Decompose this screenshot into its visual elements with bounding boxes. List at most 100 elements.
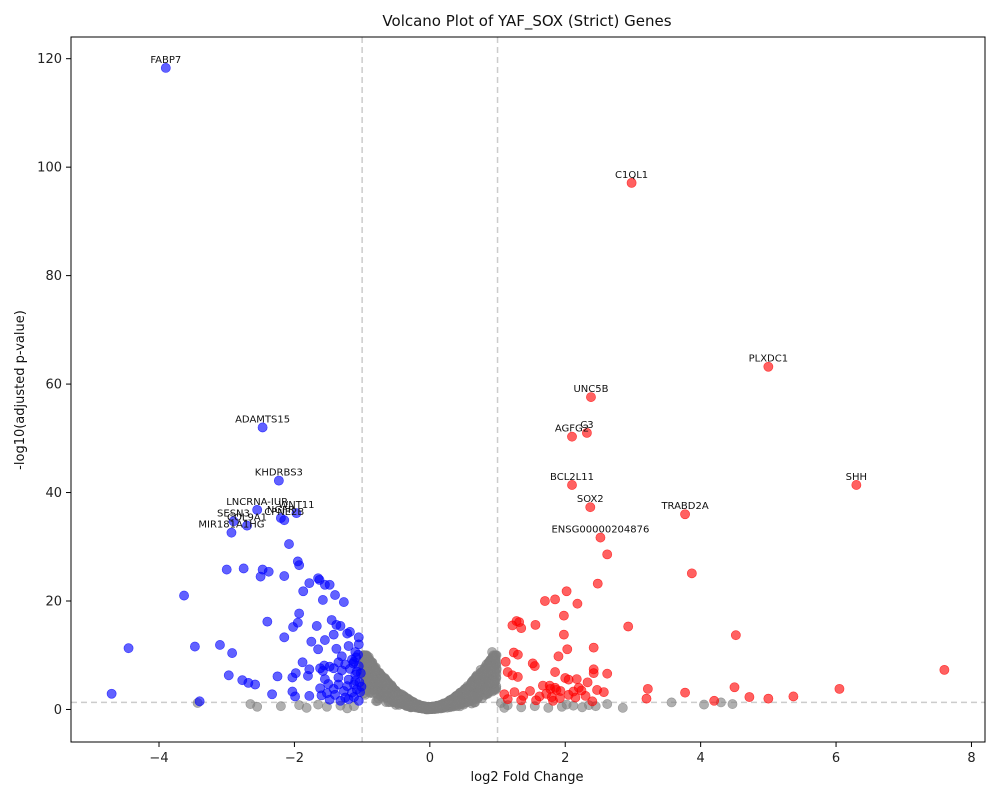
up-point — [507, 620, 518, 631]
up-point — [571, 674, 582, 684]
gene-label: PLXDC1 — [749, 354, 789, 365]
x-axis-label: log2 Fold Change — [471, 770, 584, 785]
gene-label: SOX2 — [577, 494, 604, 505]
labeled-gene-point — [585, 502, 596, 513]
down-point — [330, 590, 340, 600]
up-point — [709, 695, 720, 706]
down-point — [255, 571, 266, 582]
gene-label: WNT11 — [278, 500, 314, 511]
down-point — [304, 578, 315, 589]
ns-point — [465, 680, 476, 691]
labeled-gene-point — [242, 520, 252, 531]
down-point — [223, 670, 234, 681]
ns-point — [666, 697, 677, 708]
down-point — [331, 643, 342, 654]
x-tick-label: 8 — [967, 751, 975, 766]
labeled-gene-point — [763, 361, 774, 372]
up-point — [540, 596, 550, 606]
x-tick-label: 2 — [561, 751, 569, 766]
down-point — [338, 597, 349, 607]
labeled-gene-point — [160, 63, 171, 73]
gene-label: COL9A1 — [227, 513, 267, 524]
chart-title: Volcano Plot of YAF_SOX (Strict) Genes — [382, 12, 671, 31]
ns-point — [487, 647, 498, 657]
down-point — [314, 574, 325, 585]
down-point — [306, 636, 317, 647]
up-point — [529, 661, 540, 671]
gene-label: MIR181A1HG — [198, 520, 264, 531]
gene-label: TRABD2A — [660, 501, 708, 512]
labeled-gene-point — [226, 527, 237, 538]
down-point — [194, 696, 205, 707]
ns-point — [561, 699, 572, 710]
ns-point — [543, 702, 554, 713]
up-point — [512, 649, 523, 660]
down-point — [221, 564, 232, 575]
down-point — [313, 644, 324, 655]
up-point — [588, 668, 599, 679]
ns-point — [368, 687, 379, 698]
y-tick-label: 20 — [45, 595, 62, 610]
down-point — [179, 590, 189, 601]
gene-label: AGFG2 — [555, 424, 589, 435]
down-point — [263, 566, 274, 577]
down-point — [287, 672, 298, 683]
up-point — [531, 695, 542, 706]
x-tick-label: 4 — [697, 751, 705, 766]
ns-point — [407, 700, 418, 711]
down-point — [345, 627, 355, 637]
y-tick-label: 120 — [37, 52, 62, 67]
down-point — [353, 695, 364, 706]
down-point — [189, 641, 200, 652]
ns-point — [467, 690, 477, 701]
gene-label: LNCRNA-IUR — [226, 497, 288, 508]
up-point — [686, 568, 697, 579]
up-point — [512, 672, 523, 682]
ns-point — [454, 695, 465, 706]
y-tick-label: 0 — [54, 703, 62, 718]
ns-point — [313, 699, 324, 710]
x-tick-label: 6 — [832, 751, 840, 766]
up-point — [516, 623, 527, 634]
down-point — [317, 666, 328, 676]
labeled-gene-point — [851, 480, 862, 490]
up-point — [602, 549, 613, 560]
up-point — [641, 693, 652, 704]
labeled-gene-point — [228, 516, 239, 527]
ns-point — [482, 686, 492, 697]
down-point — [311, 621, 322, 631]
ns-point — [444, 695, 455, 706]
gene-label: UNC5B — [573, 384, 608, 395]
down-point — [328, 629, 339, 640]
down-point — [284, 539, 294, 549]
down-point — [317, 595, 328, 605]
ns-point — [432, 703, 442, 714]
up-point — [642, 683, 653, 694]
up-point — [788, 691, 799, 702]
up-point — [553, 651, 564, 662]
axes-frame — [70, 36, 986, 743]
labeled-gene-point — [586, 392, 596, 402]
up-point — [558, 610, 569, 621]
ns-point — [252, 701, 263, 712]
gene-label: SESN3 — [217, 508, 250, 519]
y-tick-label: 80 — [45, 269, 62, 284]
ns-point — [617, 702, 628, 713]
down-point — [227, 648, 238, 658]
ns-point — [489, 677, 500, 688]
up-point — [502, 694, 513, 705]
x-tick-label: 0 — [426, 751, 434, 766]
down-point — [335, 621, 346, 631]
ns-point — [420, 703, 431, 714]
down-point — [343, 641, 354, 651]
down-point — [288, 622, 298, 632]
ns-point — [301, 702, 312, 713]
labeled-gene-point — [291, 508, 302, 519]
ns-point — [364, 673, 374, 683]
ns-point — [499, 702, 510, 713]
y-tick-label: 100 — [37, 161, 62, 176]
points-layer — [106, 63, 950, 715]
labeled-gene-point — [279, 515, 290, 526]
